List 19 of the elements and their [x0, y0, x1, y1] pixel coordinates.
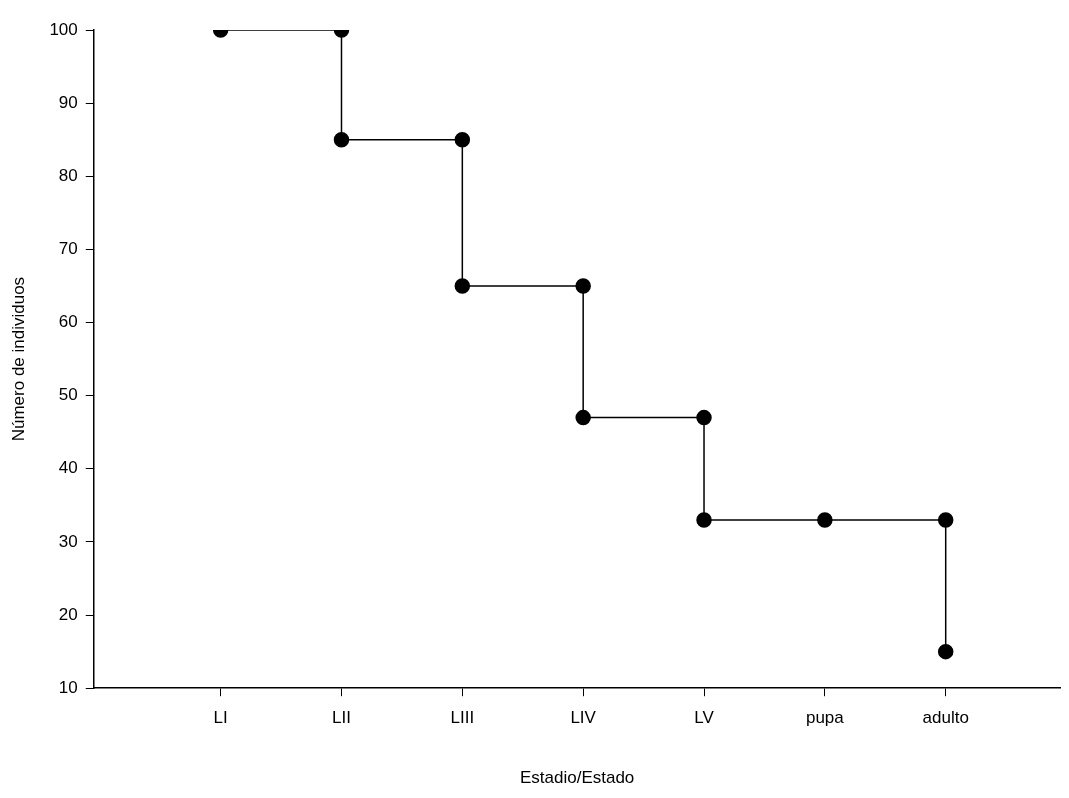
y-axis-title: Número de individuos	[8, 276, 28, 442]
x-tick-label: LIII	[450, 708, 475, 728]
y-tick-label: 50	[58, 385, 78, 405]
x-tick-label: LIV	[570, 708, 597, 728]
y-tick-label: 80	[58, 165, 78, 185]
x-tick-label: LV	[694, 708, 715, 728]
y-tick-label: 60	[58, 312, 78, 332]
x-axis-title: Estadio/Estado	[519, 768, 635, 788]
y-tick-label: 70	[58, 239, 78, 259]
x-tick-label: LII	[332, 708, 351, 728]
y-tick-label: 90	[58, 92, 78, 112]
y-tick-label: 30	[58, 531, 78, 551]
y-tick-label: 10	[58, 677, 78, 697]
y-tick-label: 40	[58, 458, 78, 478]
x-tick-label: pupa	[805, 708, 845, 728]
x-tick-label: adulto	[922, 708, 969, 728]
y-tick-label: 100	[49, 19, 78, 39]
y-tick-label: 20	[58, 604, 78, 624]
x-tick-label: LI	[213, 708, 228, 728]
